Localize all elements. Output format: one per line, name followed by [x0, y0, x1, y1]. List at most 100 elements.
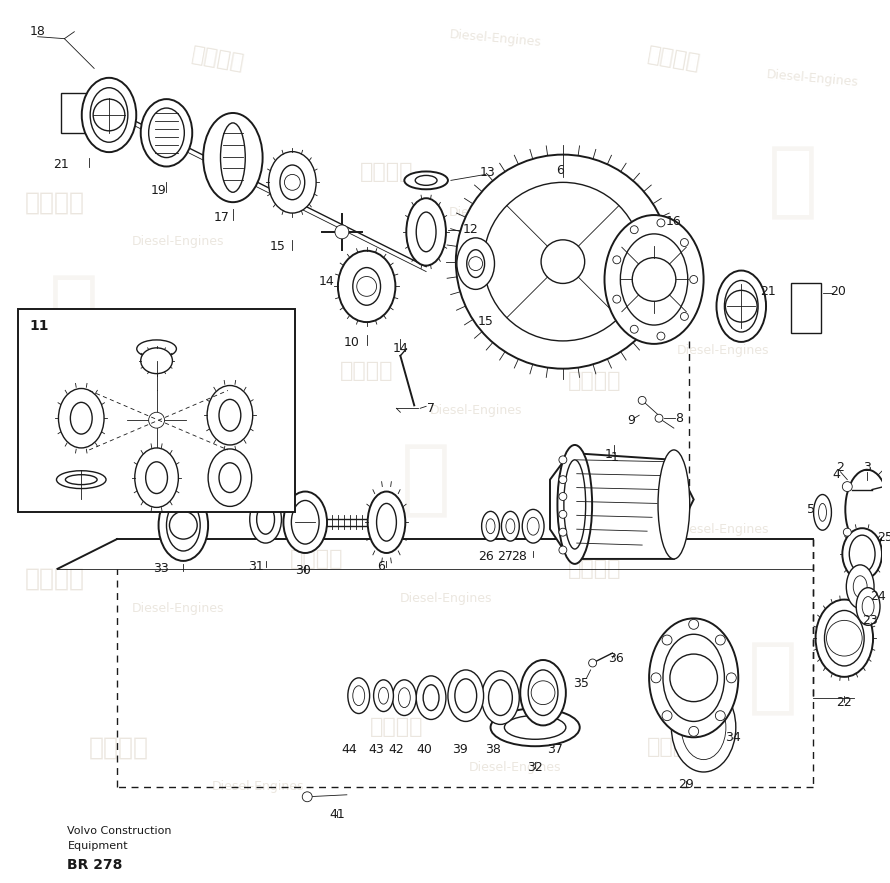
- Ellipse shape: [348, 678, 369, 713]
- Text: 3: 3: [863, 461, 871, 474]
- Ellipse shape: [149, 108, 184, 157]
- Circle shape: [149, 412, 165, 428]
- Text: 19: 19: [150, 184, 166, 197]
- Ellipse shape: [378, 687, 388, 704]
- Bar: [61, 94, 89, 132]
- Ellipse shape: [407, 198, 446, 266]
- Text: 6: 6: [556, 164, 564, 177]
- Text: 15: 15: [478, 314, 494, 328]
- Text: 33: 33: [153, 562, 168, 576]
- Ellipse shape: [291, 501, 320, 544]
- Ellipse shape: [682, 695, 726, 759]
- Text: 动: 动: [768, 142, 818, 223]
- Circle shape: [662, 711, 672, 721]
- Text: 动: 动: [748, 638, 798, 719]
- Circle shape: [670, 654, 717, 702]
- Ellipse shape: [448, 670, 483, 721]
- Ellipse shape: [374, 680, 393, 712]
- Text: 41: 41: [329, 808, 344, 821]
- Circle shape: [559, 493, 567, 501]
- Circle shape: [716, 635, 725, 645]
- Text: 紫发动力: 紫发动力: [89, 389, 149, 412]
- Text: 紫发动力: 紫发动力: [360, 162, 413, 183]
- Text: 7: 7: [427, 402, 435, 415]
- Circle shape: [662, 635, 672, 645]
- Circle shape: [303, 792, 312, 802]
- Circle shape: [456, 155, 670, 369]
- Ellipse shape: [137, 340, 176, 358]
- Circle shape: [613, 295, 620, 303]
- Text: 紫发动力: 紫发动力: [25, 190, 85, 215]
- Text: 43: 43: [368, 743, 384, 756]
- Ellipse shape: [90, 87, 128, 142]
- Circle shape: [657, 219, 665, 227]
- Ellipse shape: [620, 234, 688, 325]
- Text: 紫发动力: 紫发动力: [290, 549, 344, 569]
- Circle shape: [588, 659, 596, 667]
- Ellipse shape: [59, 389, 104, 448]
- Text: 25: 25: [877, 531, 890, 544]
- Ellipse shape: [283, 492, 327, 553]
- Ellipse shape: [490, 708, 579, 746]
- Ellipse shape: [82, 78, 136, 152]
- Circle shape: [541, 240, 585, 283]
- Text: Diesel-Engines: Diesel-Engines: [212, 781, 303, 793]
- Ellipse shape: [466, 250, 484, 277]
- Text: 38: 38: [486, 743, 501, 756]
- Circle shape: [169, 511, 198, 540]
- Ellipse shape: [219, 399, 241, 431]
- Ellipse shape: [455, 679, 477, 713]
- Text: 动: 动: [401, 439, 451, 520]
- Text: 动: 动: [49, 271, 100, 351]
- Ellipse shape: [392, 680, 417, 715]
- Circle shape: [681, 238, 688, 246]
- Text: 35: 35: [573, 677, 588, 691]
- Ellipse shape: [486, 519, 495, 533]
- Ellipse shape: [417, 212, 436, 252]
- Ellipse shape: [141, 348, 173, 374]
- Text: 36: 36: [609, 652, 624, 665]
- Ellipse shape: [862, 597, 874, 616]
- Text: 21: 21: [760, 285, 776, 298]
- Circle shape: [690, 275, 698, 283]
- Circle shape: [483, 183, 643, 341]
- Text: 23: 23: [862, 614, 878, 627]
- Ellipse shape: [221, 123, 246, 192]
- Text: 紫发动力: 紫发动力: [568, 559, 621, 579]
- Text: 39: 39: [452, 743, 467, 756]
- Ellipse shape: [564, 460, 586, 549]
- Text: Diesel-Engines: Diesel-Engines: [400, 592, 492, 605]
- Text: 紫发动力: 紫发动力: [646, 44, 702, 73]
- Text: BR 278: BR 278: [68, 858, 123, 872]
- Text: 32: 32: [527, 760, 543, 774]
- Text: Diesel-Engines: Diesel-Engines: [191, 424, 284, 436]
- Ellipse shape: [658, 450, 690, 559]
- Circle shape: [725, 291, 757, 322]
- Circle shape: [531, 681, 555, 705]
- Bar: [791, 283, 821, 333]
- Text: 5: 5: [806, 503, 814, 516]
- Ellipse shape: [280, 165, 304, 200]
- Text: Volvo Construction: Volvo Construction: [68, 826, 172, 836]
- Text: Equipment: Equipment: [68, 841, 128, 851]
- Text: 31: 31: [247, 561, 263, 573]
- Ellipse shape: [819, 503, 827, 521]
- Ellipse shape: [269, 152, 316, 213]
- Ellipse shape: [501, 511, 519, 541]
- Ellipse shape: [423, 685, 439, 711]
- Ellipse shape: [842, 528, 882, 580]
- Text: 40: 40: [417, 743, 432, 756]
- Ellipse shape: [417, 675, 446, 720]
- Text: 紫发动力: 紫发动力: [25, 567, 85, 591]
- Text: 22: 22: [837, 696, 853, 709]
- Text: 27: 27: [498, 550, 514, 563]
- Text: Diesel-Engines: Diesel-Engines: [677, 523, 770, 536]
- Ellipse shape: [219, 463, 241, 493]
- Ellipse shape: [521, 660, 566, 726]
- Text: 14: 14: [392, 343, 409, 355]
- Ellipse shape: [158, 489, 208, 561]
- Text: 34: 34: [725, 731, 741, 743]
- Text: 42: 42: [389, 743, 404, 756]
- Circle shape: [689, 727, 699, 736]
- Circle shape: [689, 619, 699, 630]
